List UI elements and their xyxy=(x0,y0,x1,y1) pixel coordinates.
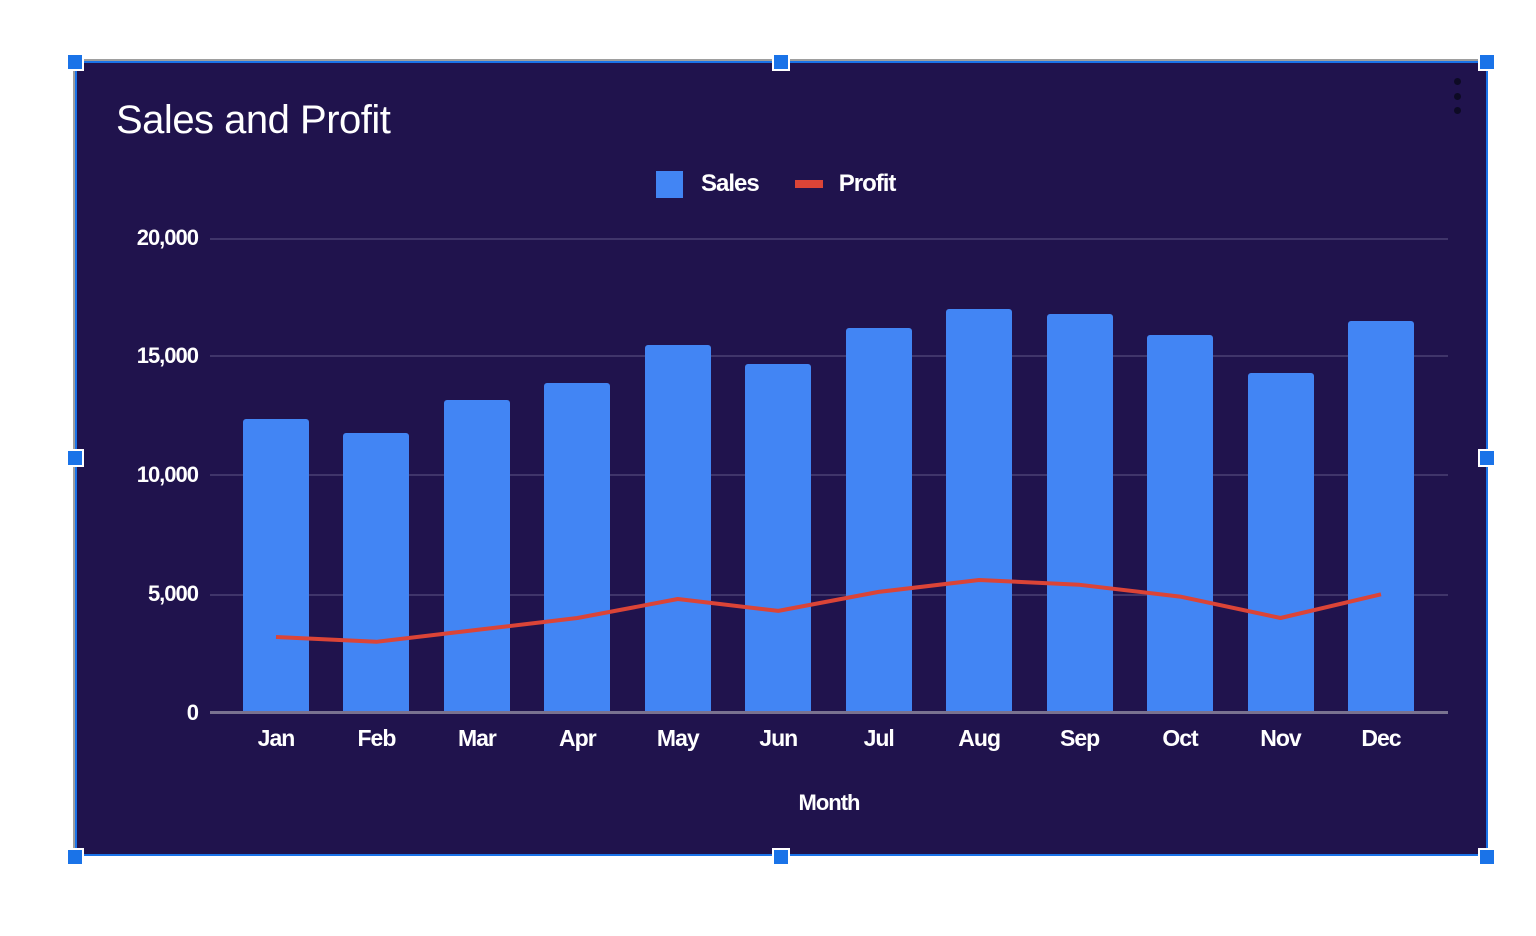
sales-bar-jul xyxy=(845,328,912,713)
sales-bar-jun xyxy=(745,363,812,713)
sales-bar-mar xyxy=(443,399,510,713)
resize-handle-top-right[interactable] xyxy=(1478,53,1496,71)
x-tick-label: May xyxy=(656,725,700,751)
resize-handle-top[interactable] xyxy=(772,53,790,71)
legend-sales-label: Sales xyxy=(701,170,760,197)
more-vert-icon[interactable] xyxy=(1450,78,1464,114)
sales-bar-apr xyxy=(544,382,611,713)
x-axis-title: Month xyxy=(798,790,861,815)
x-tick-label: Sep xyxy=(1060,725,1100,751)
x-tick-label: Jul xyxy=(863,725,895,751)
resize-handle-left[interactable] xyxy=(66,449,84,467)
x-tick-label: Nov xyxy=(1260,725,1301,751)
sales-bar-dec xyxy=(1347,321,1414,713)
y-tick-label: 5,000 xyxy=(147,581,199,606)
resize-handle-right[interactable] xyxy=(1478,449,1496,467)
legend-profit-label: Profit xyxy=(838,170,897,197)
y-tick-label: 0 xyxy=(186,700,199,725)
y-tick-label: 15,000 xyxy=(136,343,199,368)
x-axis-baseline xyxy=(210,711,1448,714)
x-tick-label: Mar xyxy=(457,725,497,751)
gridline-20000 xyxy=(210,238,1448,240)
x-tick-label: Apr xyxy=(559,725,597,751)
y-tick-label: 20,000 xyxy=(136,225,199,250)
chart-title: Sales and Profit xyxy=(116,98,391,142)
sales-bar-may xyxy=(644,344,711,713)
x-tick-label: Feb xyxy=(357,725,396,751)
resize-handle-bottom-left[interactable] xyxy=(66,848,84,866)
resize-handle-bottom[interactable] xyxy=(772,848,790,866)
resize-handle-top-left[interactable] xyxy=(66,53,84,71)
sales-bar-aug xyxy=(946,309,1013,713)
x-tick-label: Aug xyxy=(958,725,1001,751)
sales-bar-oct xyxy=(1147,335,1214,713)
y-tick-label: 10,000 xyxy=(136,462,199,487)
sales-bar-nov xyxy=(1247,373,1314,713)
x-tick-label: Oct xyxy=(1162,725,1198,751)
sales-bar-sep xyxy=(1046,314,1113,713)
gridline-15000 xyxy=(210,355,1448,357)
sales-bar-feb xyxy=(343,432,410,713)
chart-legend: Sales Profit xyxy=(656,170,897,198)
legend-profit-swatch xyxy=(794,180,823,188)
gridline-10000 xyxy=(210,474,1448,476)
x-tick-label: Dec xyxy=(1361,725,1401,751)
resize-handle-bottom-right[interactable] xyxy=(1478,848,1496,866)
sales-bar-jan xyxy=(243,418,309,713)
x-tick-label: Jan xyxy=(257,725,296,751)
legend-sales-swatch xyxy=(656,170,683,198)
x-tick-label: Jun xyxy=(759,725,798,751)
